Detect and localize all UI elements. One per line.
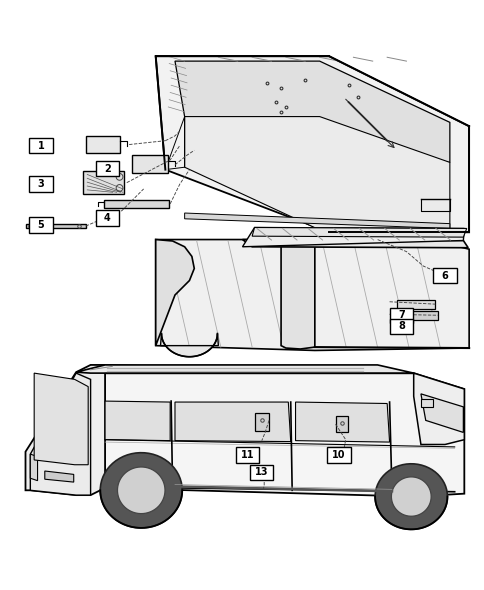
Polygon shape — [30, 373, 91, 495]
Polygon shape — [391, 477, 430, 516]
Text: 7: 7 — [397, 310, 404, 320]
FancyBboxPatch shape — [389, 307, 412, 323]
Text: 2: 2 — [104, 163, 111, 173]
FancyBboxPatch shape — [30, 138, 52, 153]
Polygon shape — [396, 300, 435, 309]
Polygon shape — [83, 171, 124, 194]
FancyBboxPatch shape — [235, 447, 258, 463]
Polygon shape — [26, 365, 105, 495]
Text: 11: 11 — [240, 450, 254, 460]
Text: 10: 10 — [332, 450, 345, 460]
Polygon shape — [155, 240, 194, 346]
Polygon shape — [45, 471, 74, 482]
Polygon shape — [86, 136, 119, 153]
Polygon shape — [242, 228, 463, 247]
Text: 6: 6 — [441, 271, 448, 281]
Polygon shape — [420, 394, 462, 432]
FancyBboxPatch shape — [327, 447, 350, 463]
Polygon shape — [105, 401, 170, 441]
Polygon shape — [295, 402, 389, 442]
Text: 5: 5 — [37, 220, 44, 230]
Text: 1: 1 — [37, 140, 44, 150]
Polygon shape — [160, 333, 218, 357]
Text: 4: 4 — [104, 213, 111, 223]
Polygon shape — [104, 199, 169, 208]
Polygon shape — [252, 228, 466, 237]
Polygon shape — [375, 464, 447, 529]
Polygon shape — [184, 213, 449, 228]
Polygon shape — [175, 402, 290, 441]
Polygon shape — [281, 240, 314, 349]
Polygon shape — [175, 61, 449, 162]
Polygon shape — [131, 155, 167, 173]
FancyBboxPatch shape — [30, 217, 52, 233]
Polygon shape — [184, 117, 449, 230]
FancyBboxPatch shape — [30, 176, 52, 192]
Polygon shape — [105, 365, 463, 497]
Polygon shape — [396, 311, 437, 320]
Polygon shape — [26, 224, 86, 228]
FancyBboxPatch shape — [96, 161, 119, 176]
Polygon shape — [30, 454, 37, 481]
Polygon shape — [100, 453, 182, 528]
Polygon shape — [76, 365, 413, 373]
Polygon shape — [155, 56, 468, 232]
Text: 8: 8 — [397, 322, 404, 332]
Polygon shape — [117, 467, 165, 514]
Polygon shape — [34, 373, 88, 465]
Polygon shape — [413, 373, 463, 444]
Polygon shape — [242, 240, 467, 248]
FancyBboxPatch shape — [389, 319, 412, 334]
FancyBboxPatch shape — [250, 465, 273, 480]
Polygon shape — [420, 399, 432, 407]
Polygon shape — [155, 240, 468, 350]
Text: 13: 13 — [255, 467, 268, 477]
Polygon shape — [335, 415, 347, 432]
Polygon shape — [254, 413, 269, 431]
Text: 3: 3 — [37, 179, 44, 189]
FancyBboxPatch shape — [433, 268, 455, 283]
FancyBboxPatch shape — [96, 210, 119, 225]
